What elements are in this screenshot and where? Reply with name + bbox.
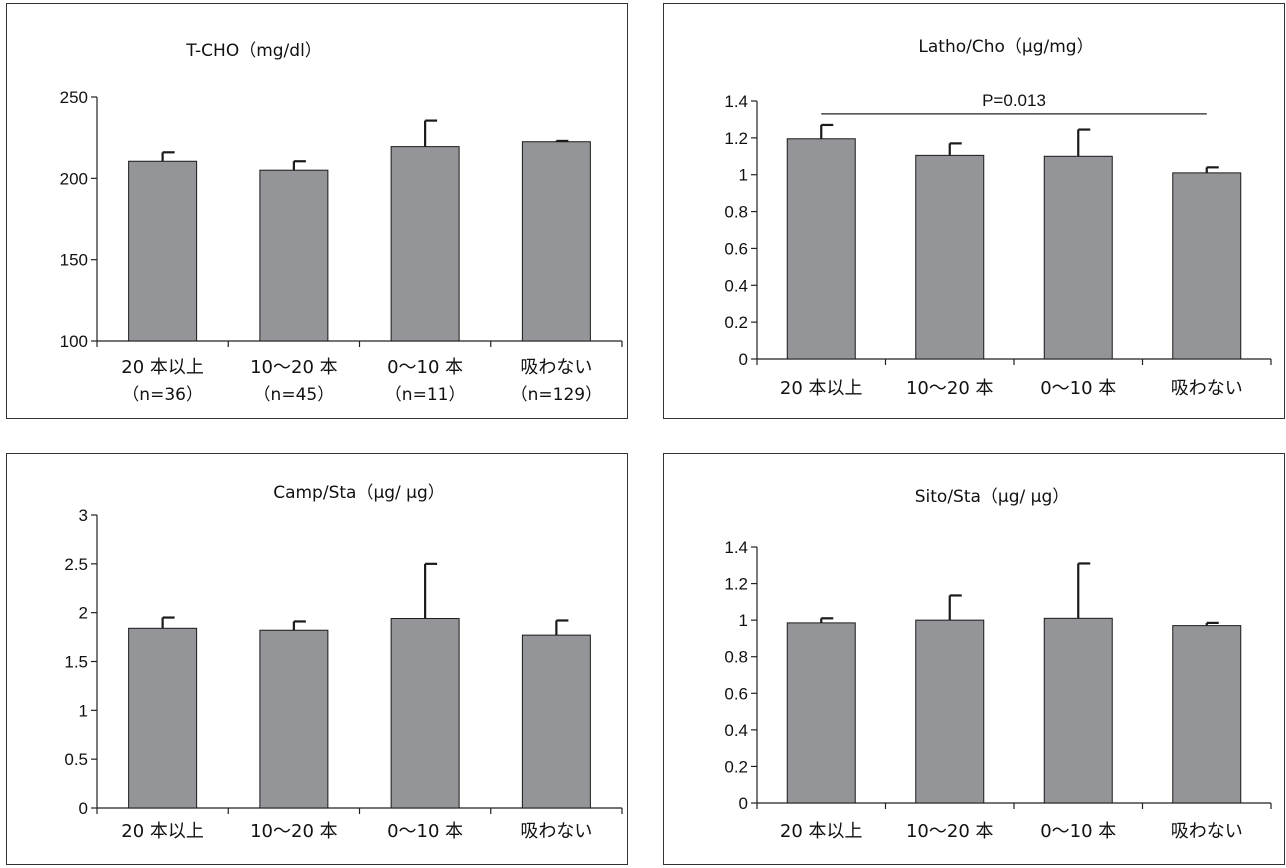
bar bbox=[390, 618, 460, 809]
bar bbox=[1172, 172, 1242, 360]
y-tick-label: 0.4 bbox=[724, 721, 748, 740]
bar bbox=[786, 138, 856, 360]
chart-title: T-CHO（mg/dl） bbox=[185, 41, 322, 61]
category-label: 20 本以上 bbox=[121, 357, 204, 378]
y-tick-label: 1 bbox=[79, 701, 88, 720]
category-sample-size: （n=36） bbox=[122, 385, 203, 405]
chart-title: Camp/Sta（μg/ μg） bbox=[273, 483, 445, 503]
y-tick-label: 1.4 bbox=[724, 92, 748, 111]
bar bbox=[259, 629, 329, 809]
y-tick-label: 1.2 bbox=[724, 129, 748, 148]
y-tick-label: 3 bbox=[79, 506, 88, 525]
chart-svg-t-cho: T-CHO（mg/dl） 100 150 200 250 20 本以上 （n=36） 10〜… bbox=[60, 41, 623, 405]
chart-panel-latho-cho: Latho/Cho（μg/mg） 0 0.2 0.4 0.6 0.8 1 1.2 1.4 20 … bbox=[663, 3, 1285, 419]
y-tick-label: 0 bbox=[79, 799, 88, 818]
category-label: 10〜20 本 bbox=[906, 821, 994, 842]
y-tick-label: 250 bbox=[60, 88, 88, 107]
y-tick-label: 0.4 bbox=[724, 276, 748, 295]
y-tick-label: 0.2 bbox=[724, 757, 748, 776]
category-label: 20 本以上 bbox=[780, 378, 863, 399]
bar bbox=[786, 622, 856, 804]
bar bbox=[1043, 617, 1113, 804]
category-sample-size: （n=129） bbox=[511, 385, 602, 405]
y-tick-label: 0.8 bbox=[724, 648, 748, 667]
chart-panel-t-cho: T-CHO（mg/dl） 100 150 200 250 20 本以上 （n=36） 10〜… bbox=[6, 3, 628, 419]
category-label: 10〜20 本 bbox=[250, 821, 338, 842]
category-label: 10〜20 本 bbox=[250, 357, 338, 378]
category-label: 吸わない bbox=[520, 357, 592, 378]
category-sample-size: （n=11） bbox=[385, 385, 466, 405]
bar bbox=[128, 627, 198, 809]
bar bbox=[521, 141, 591, 342]
chart-title: Sito/Sta（μg/ μg） bbox=[915, 487, 1070, 507]
y-tick-label: 0.6 bbox=[724, 684, 748, 703]
chart-svg-sito-sta: Sito/Sta（μg/ μg） 0 0.2 0.4 0.6 0.8 1 1.2 1.4 20 … bbox=[724, 487, 1272, 842]
y-tick-label: 2 bbox=[79, 604, 88, 623]
bar bbox=[915, 619, 985, 804]
y-tick-label: 0.6 bbox=[724, 239, 748, 258]
y-tick-label: 100 bbox=[60, 332, 88, 351]
y-tick-label: 2.5 bbox=[64, 555, 88, 574]
y-tick-label: 0.8 bbox=[724, 203, 748, 222]
y-tick-label: 0 bbox=[739, 794, 748, 813]
bar bbox=[390, 146, 460, 342]
chart-panel-camp-sta: Camp/Sta（μg/ μg） 0 0.5 1 1.5 2 2.5 3 20 本以上 10〜2… bbox=[6, 453, 628, 865]
category-label: 0〜10 本 bbox=[387, 821, 463, 842]
category-label: 10〜20 本 bbox=[906, 378, 994, 399]
category-label: 吸わない bbox=[1171, 821, 1243, 842]
category-label: 0〜10 本 bbox=[1040, 821, 1116, 842]
bar bbox=[915, 154, 985, 360]
y-tick-label: 1.5 bbox=[64, 653, 88, 672]
y-tick-label: 0 bbox=[739, 350, 748, 369]
significance-label: P=0.013 bbox=[982, 91, 1046, 110]
bar bbox=[128, 160, 198, 342]
y-tick-label: 1 bbox=[739, 166, 748, 185]
bar bbox=[1043, 155, 1113, 360]
chart-svg-camp-sta: Camp/Sta（μg/ μg） 0 0.5 1 1.5 2 2.5 3 20 本以上 10〜2… bbox=[64, 483, 623, 842]
bar bbox=[1172, 625, 1242, 804]
y-tick-label: 150 bbox=[60, 251, 88, 270]
chart-panel-sito-sta: Sito/Sta（μg/ μg） 0 0.2 0.4 0.6 0.8 1 1.2 1.4 20 … bbox=[663, 453, 1285, 865]
category-label: 0〜10 本 bbox=[1040, 378, 1116, 399]
y-tick-label: 0.5 bbox=[64, 750, 88, 769]
y-tick-label: 1 bbox=[739, 611, 748, 630]
category-label: 0〜10 本 bbox=[387, 357, 463, 378]
bar bbox=[259, 169, 329, 342]
bar bbox=[521, 634, 591, 809]
chart-title: Latho/Cho（μg/mg） bbox=[918, 37, 1093, 57]
category-label: 20 本以上 bbox=[780, 821, 863, 842]
category-sample-size: （n=45） bbox=[254, 385, 335, 405]
category-label: 吸わない bbox=[520, 821, 592, 842]
category-label: 吸わない bbox=[1171, 378, 1243, 399]
chart-svg-latho-cho: Latho/Cho（μg/mg） 0 0.2 0.4 0.6 0.8 1 1.2 1.4 20 … bbox=[724, 37, 1272, 399]
category-label: 20 本以上 bbox=[121, 821, 204, 842]
y-tick-label: 1.4 bbox=[724, 538, 748, 557]
y-tick-label: 200 bbox=[60, 169, 88, 188]
y-tick-label: 0.2 bbox=[724, 313, 748, 332]
y-tick-label: 1.2 bbox=[724, 575, 748, 594]
